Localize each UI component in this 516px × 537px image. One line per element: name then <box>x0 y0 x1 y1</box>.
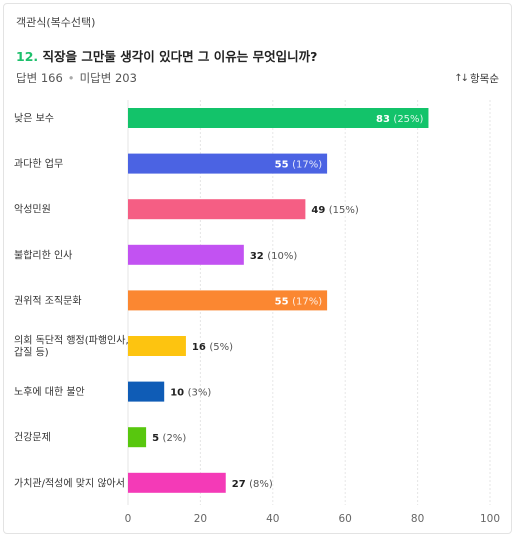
category-label: 의회 독단적 행정(파행인사, 갑질 등) <box>14 335 129 359</box>
bar <box>128 290 328 311</box>
category-label-line: 의회 독단적 행정(파행인사, <box>14 335 129 347</box>
data-label: 55 (17%) <box>275 296 323 307</box>
x-tick-label: 80 <box>411 513 424 525</box>
sort-button[interactable]: ↑↓ 항목순 <box>454 71 499 86</box>
category-label: 낮은 보수 <box>14 113 54 125</box>
data-label-value: 49 <box>311 205 328 216</box>
category-label: 가치관/적성에 맞지 않아서 <box>14 477 125 489</box>
question-text: 직장을 그만둘 생각이 있다면 그 이유는 무엇입니까? <box>42 49 318 64</box>
bar <box>128 199 306 220</box>
data-label-value: 55 <box>275 296 292 307</box>
data-label: 32 (10%) <box>250 251 298 262</box>
category-label-line: 권위적 조직문화 <box>14 294 82 307</box>
category-label-line: 건강문제 <box>14 432 51 444</box>
category-label: 권위적 조직문화 <box>14 294 82 307</box>
question-title: 12. 직장을 그만둘 생각이 있다면 그 이유는 무엇입니까? <box>16 46 317 65</box>
bar <box>128 244 244 265</box>
response-stats: 답변 166 • 미답변 203 <box>16 70 137 86</box>
data-label-value: 83 <box>376 114 393 125</box>
data-label-percent: (15%) <box>329 205 359 216</box>
bar <box>128 336 186 356</box>
stats-separator: • <box>67 71 75 85</box>
data-label: 83 (25%) <box>376 114 424 125</box>
data-label: 5 (2%) <box>152 433 186 444</box>
category-label: 노후에 대한 불안 <box>14 386 85 398</box>
data-label-percent: (2%) <box>163 433 187 444</box>
x-tick-label: 100 <box>480 513 500 525</box>
data-label-percent: (5%) <box>209 342 233 353</box>
answered-count: 답변 166 <box>16 71 63 85</box>
data-label-value: 16 <box>192 342 209 353</box>
x-tick-label: 0 <box>125 513 132 525</box>
bar <box>128 153 328 174</box>
bar <box>128 381 165 402</box>
bar <box>128 108 429 128</box>
data-label-percent: (3%) <box>188 388 212 399</box>
category-label-line: 악성민원 <box>14 204 51 216</box>
data-label-percent: (17%) <box>292 296 322 307</box>
sort-label: 항목순 <box>470 73 499 85</box>
data-label-percent: (8%) <box>249 479 273 490</box>
data-label-percent: (10%) <box>267 251 297 262</box>
data-label-percent: (17%) <box>292 160 322 171</box>
data-label: 16 (5%) <box>192 342 233 353</box>
category-label-line: 불합리한 인사 <box>14 249 72 261</box>
category-label: 불합리한 인사 <box>14 249 72 261</box>
category-label: 건강문제 <box>14 432 51 444</box>
data-label-value: 55 <box>275 160 292 171</box>
data-label-value: 32 <box>250 251 267 262</box>
x-tick-label: 20 <box>194 513 207 525</box>
category-label-line: 갑질 등) <box>14 347 49 359</box>
category-label: 과다한 업무 <box>14 157 63 170</box>
category-label-line: 가치관/적성에 맞지 않아서 <box>14 477 125 489</box>
data-label: 10 (3%) <box>170 388 211 399</box>
data-label: 27 (8%) <box>232 479 273 490</box>
data-label-value: 5 <box>152 433 162 444</box>
data-label-value: 10 <box>170 388 187 399</box>
data-label: 49 (15%) <box>311 205 359 216</box>
category-label: 악성민원 <box>14 204 51 216</box>
sort-arrows-icon: ↑↓ <box>454 73 469 84</box>
question-number: 12. <box>16 49 39 64</box>
question-card: 객관식(복수선택) 12. 직장을 그만둘 생각이 있다면 그 이유는 무엇입니… <box>3 3 512 534</box>
category-label-line: 노후에 대한 불안 <box>14 386 85 398</box>
question-type-label: 객관식(복수선택) <box>16 16 96 29</box>
category-label-line: 낮은 보수 <box>14 113 54 125</box>
unanswered-count: 미답변 203 <box>79 71 137 85</box>
category-label-line: 과다한 업무 <box>14 157 63 170</box>
data-label: 55 (17%) <box>275 160 323 171</box>
x-tick-label: 40 <box>266 513 279 525</box>
x-tick-label: 60 <box>339 513 352 525</box>
data-label-percent: (25%) <box>393 114 423 125</box>
bar <box>128 472 226 493</box>
data-label-value: 27 <box>232 479 249 490</box>
bar <box>128 427 147 448</box>
